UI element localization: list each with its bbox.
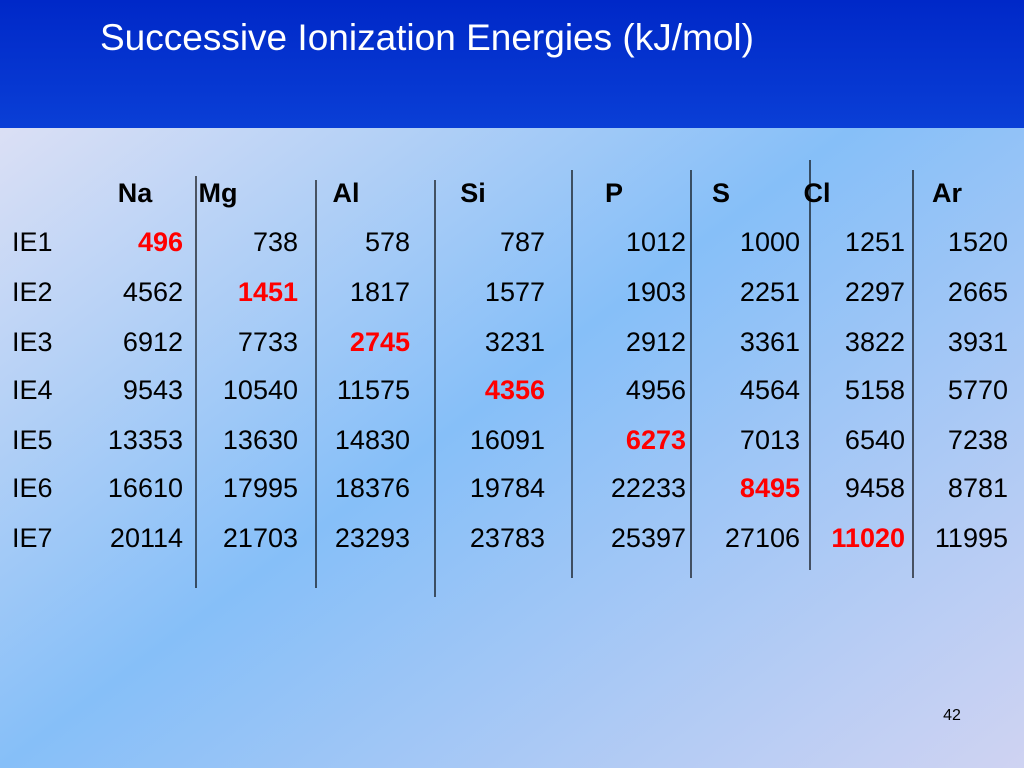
table-cell: 4956 [626, 375, 686, 405]
table-cell: 9543 [123, 375, 183, 405]
column-header: Cl [804, 178, 831, 208]
table-cell: 7013 [740, 425, 800, 455]
table-cell: 25397 [611, 523, 686, 553]
table-cell: 2912 [626, 327, 686, 357]
page-number: 42 [943, 707, 961, 724]
column-header: Na [118, 178, 153, 208]
table-cell: 21703 [223, 523, 298, 553]
table-cell: 23783 [470, 523, 545, 553]
table-cell: 1520 [948, 227, 1008, 257]
table-cell: 1817 [350, 277, 410, 307]
table-cell: 27106 [725, 523, 800, 553]
row-label: IE6 [12, 473, 53, 503]
row-label: IE4 [12, 375, 53, 405]
table-cell: 7238 [948, 425, 1008, 455]
column-header: S [712, 178, 730, 208]
table-cell: 1012 [626, 227, 686, 257]
table-cell: 11575 [337, 375, 410, 405]
slide-title: Successive Ionization Energies (kJ/mol) [100, 17, 754, 58]
table-cell: 16091 [470, 425, 545, 455]
column-header: P [605, 178, 623, 208]
table-cell: 18376 [335, 473, 410, 503]
table-cell: 3361 [740, 327, 800, 357]
table-cell: 1000 [740, 227, 800, 257]
table-cell: 5770 [948, 375, 1008, 405]
row-label: IE1 [12, 227, 53, 257]
table-cell: 1903 [626, 277, 686, 307]
table-cell: 22233 [611, 473, 686, 503]
table-cell: 2251 [740, 277, 800, 307]
table-cell: 8781 [948, 473, 1008, 503]
table-cell: 5158 [845, 375, 905, 405]
table-cell: 16610 [108, 473, 183, 503]
row-label: IE5 [12, 425, 53, 455]
column-header: Mg [199, 178, 238, 208]
table-cell: 20114 [110, 523, 183, 553]
table-cell: 9458 [845, 473, 905, 503]
table-cell: 3822 [845, 327, 905, 357]
table-cell: 738 [253, 227, 298, 257]
table-cell: 787 [500, 227, 545, 257]
table-cell: 2297 [845, 277, 905, 307]
table-cell: 3931 [948, 327, 1008, 357]
table-cell: 23293 [335, 523, 410, 553]
table-cell: 2745 [350, 327, 410, 357]
row-label: IE2 [12, 277, 53, 307]
table-cell: 11020 [831, 523, 905, 553]
table-cell: 6540 [845, 425, 905, 455]
table-cell: 13630 [223, 425, 298, 455]
table-cell: 1577 [485, 277, 545, 307]
table-cell: 2665 [948, 277, 1008, 307]
table-cell: 6912 [123, 327, 183, 357]
column-header: Si [460, 178, 486, 208]
table-cell: 3231 [485, 327, 545, 357]
table-cell: 7733 [238, 327, 298, 357]
table-cell: 496 [138, 227, 183, 257]
table-cell: 4356 [485, 375, 545, 405]
table-cell: 4564 [740, 375, 800, 405]
header-bar [0, 0, 1024, 128]
column-header: Al [333, 178, 360, 208]
table-cell: 1251 [845, 227, 905, 257]
table-cell: 10540 [223, 375, 298, 405]
row-label: IE3 [12, 327, 53, 357]
row-label: IE7 [12, 523, 53, 553]
table-cell: 13353 [108, 425, 183, 455]
table: Na Mg Al Si P S Cl Ar IE1 496 738 578 787 1012 1000 125… [12, 178, 1008, 553]
table-cell: 1451 [238, 277, 298, 307]
table-cell: 8495 [740, 473, 800, 503]
column-header: Ar [932, 178, 962, 208]
table-cell: 11995 [935, 523, 1008, 553]
table-cell: 14830 [335, 425, 410, 455]
column-dividers [195, 160, 914, 597]
table-cell: 578 [365, 227, 410, 257]
table-cell: 17995 [223, 473, 298, 503]
table-cell: 6273 [626, 425, 686, 455]
table-cell: 4562 [123, 277, 183, 307]
table-cell: 19784 [470, 473, 545, 503]
